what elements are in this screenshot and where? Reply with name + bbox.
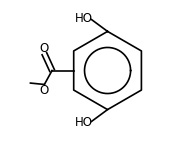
Text: O: O [40,42,49,55]
Text: HO: HO [75,12,93,25]
Text: HO: HO [75,116,93,129]
Text: O: O [39,84,48,97]
